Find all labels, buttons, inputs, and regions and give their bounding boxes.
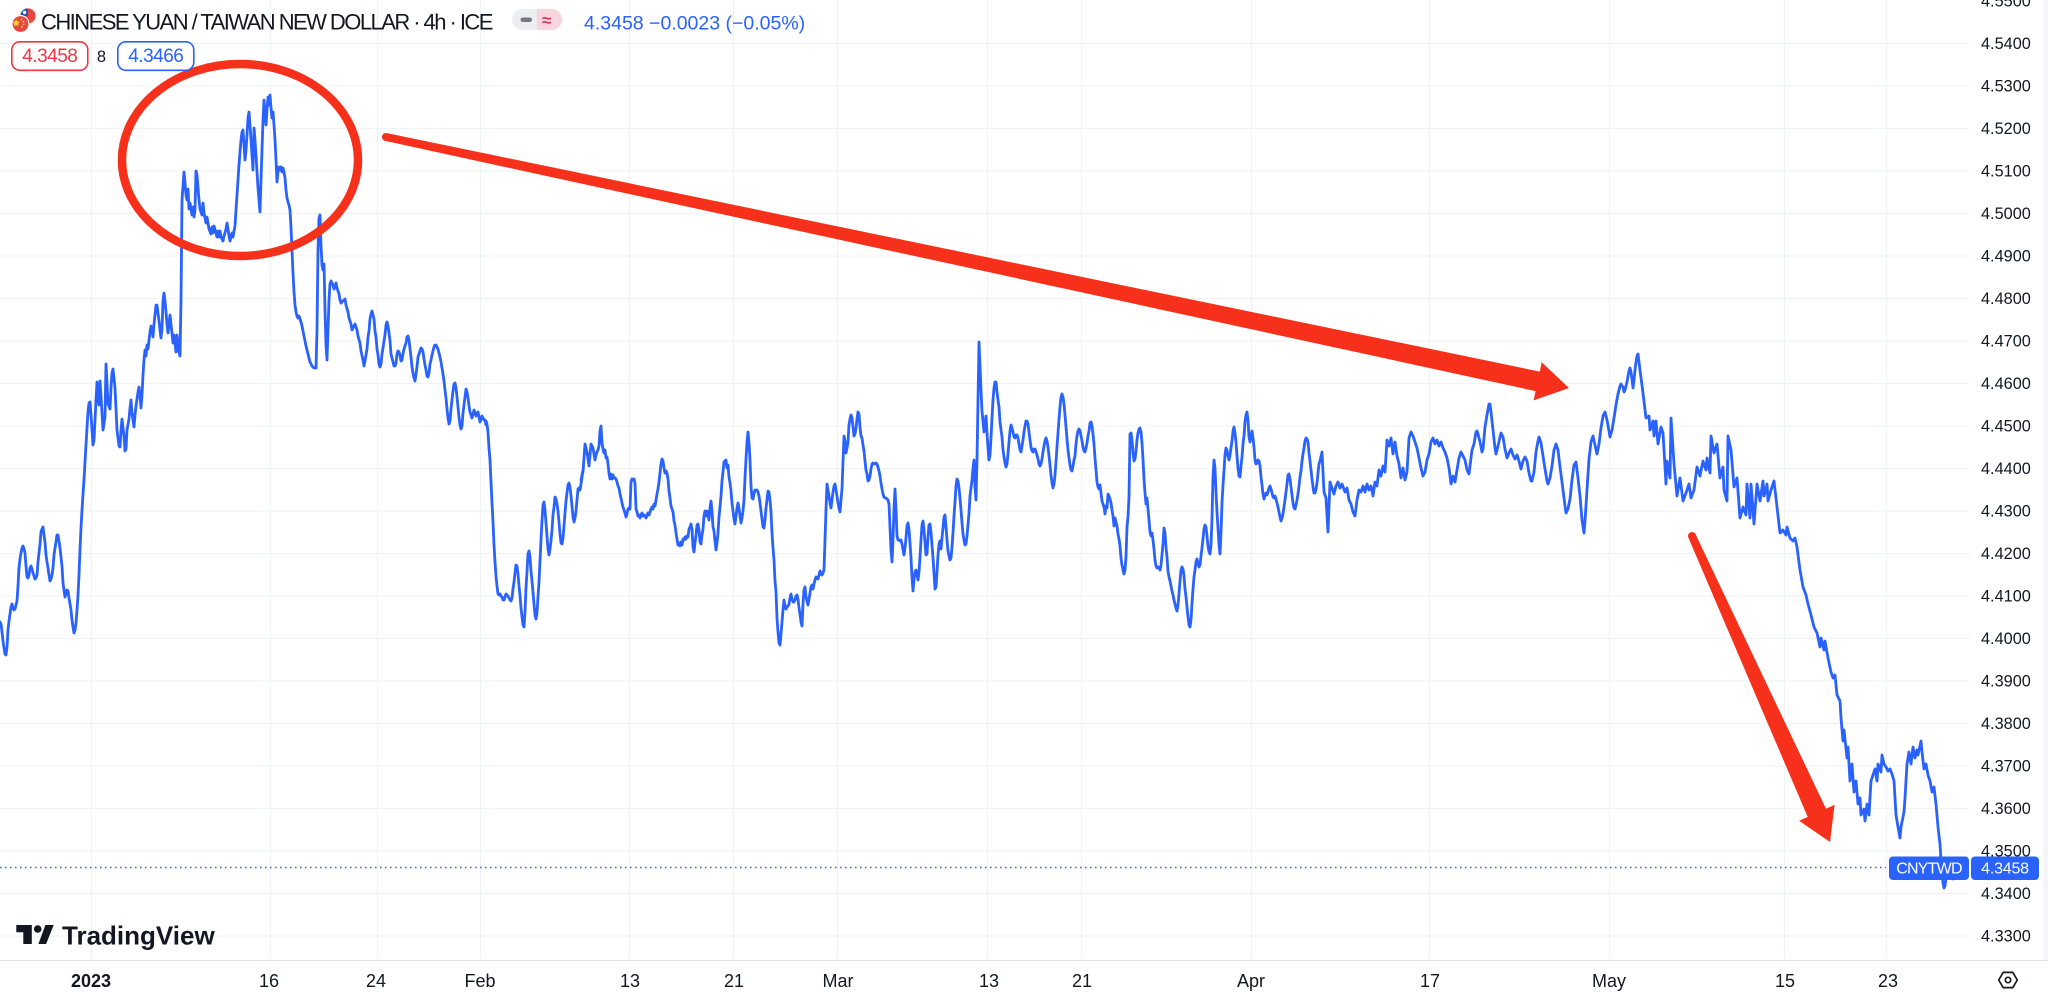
svg-text:23: 23 — [1878, 971, 1898, 991]
svg-text:4.3500: 4.3500 — [1981, 842, 2031, 860]
svg-text:13: 13 — [620, 971, 640, 991]
svg-text:4.4300: 4.4300 — [1981, 502, 2031, 520]
svg-text:Apr: Apr — [1237, 971, 1265, 991]
svg-text:May: May — [1592, 971, 1626, 991]
svg-text:17: 17 — [1420, 971, 1440, 991]
svg-text:4.3458: 4.3458 — [22, 46, 77, 67]
svg-text:4.5200: 4.5200 — [1981, 120, 2031, 138]
svg-text:4.4500: 4.4500 — [1981, 417, 2031, 435]
svg-text:21: 21 — [1072, 971, 1092, 991]
svg-text:4.3458 −0.0023 (−0.05%): 4.3458 −0.0023 (−0.05%) — [584, 13, 805, 35]
svg-text:4.3400: 4.3400 — [1981, 885, 2031, 903]
svg-text:TradingView: TradingView — [62, 921, 215, 951]
svg-text:Feb: Feb — [464, 971, 495, 991]
svg-text:15: 15 — [1775, 971, 1795, 991]
svg-text:4.3700: 4.3700 — [1981, 757, 2031, 775]
svg-text:4.3600: 4.3600 — [1981, 800, 2031, 818]
svg-text:4.4000: 4.4000 — [1981, 630, 2031, 648]
svg-text:4.4700: 4.4700 — [1981, 332, 2031, 350]
svg-text:CHINESE YUAN / TAIWAN NEW DOLL: CHINESE YUAN / TAIWAN NEW DOLLAR · 4h · … — [41, 10, 493, 35]
svg-text:4.3300: 4.3300 — [1981, 927, 2031, 945]
svg-text:13: 13 — [979, 971, 999, 991]
svg-text:4.5400: 4.5400 — [1981, 35, 2031, 53]
svg-text:4.5100: 4.5100 — [1981, 162, 2031, 180]
svg-text:4.3900: 4.3900 — [1981, 672, 2031, 690]
svg-text:4.3800: 4.3800 — [1981, 715, 2031, 733]
svg-text:4.3458: 4.3458 — [1981, 861, 2029, 878]
svg-text:4.5300: 4.5300 — [1981, 77, 2031, 95]
svg-text:8: 8 — [97, 48, 106, 66]
svg-text:4.4600: 4.4600 — [1981, 375, 2031, 393]
svg-text:CNYTWD: CNYTWD — [1896, 861, 1962, 878]
svg-text:4.4100: 4.4100 — [1981, 587, 2031, 605]
svg-text:4.3466: 4.3466 — [128, 46, 183, 67]
svg-text:21: 21 — [724, 971, 744, 991]
svg-text:4.5500: 4.5500 — [1981, 0, 2031, 10]
svg-text:4.4900: 4.4900 — [1981, 247, 2031, 265]
svg-text:4.4200: 4.4200 — [1981, 545, 2031, 563]
svg-text:Mar: Mar — [823, 971, 854, 991]
svg-text:16: 16 — [259, 971, 279, 991]
svg-text:24: 24 — [366, 971, 386, 991]
svg-text:≈: ≈ — [542, 11, 551, 30]
svg-text:4.4800: 4.4800 — [1981, 290, 2031, 308]
svg-text:2023: 2023 — [71, 971, 111, 991]
svg-text:4.5000: 4.5000 — [1981, 205, 2031, 223]
svg-text:4.4400: 4.4400 — [1981, 460, 2031, 478]
